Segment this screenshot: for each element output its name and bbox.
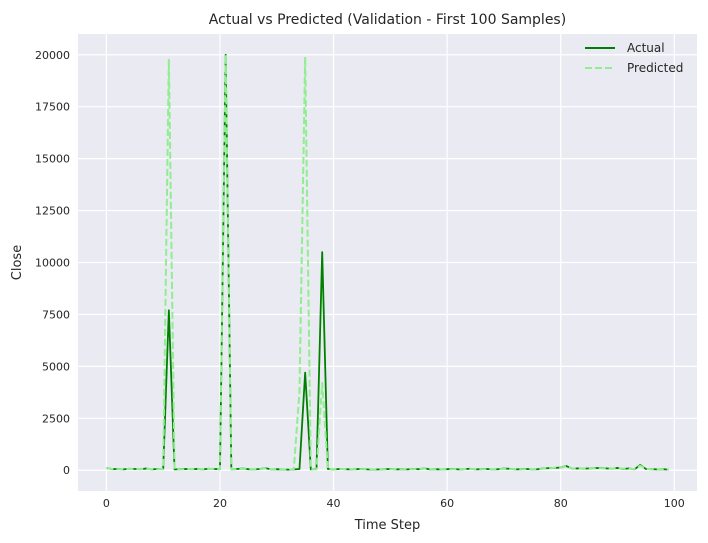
y-axis-label: Close	[10, 245, 25, 280]
y-tick-label: 0	[63, 464, 70, 477]
y-tick-label: 10000	[35, 257, 70, 270]
y-tick-label: 17500	[35, 101, 70, 114]
x-tick-label: 60	[440, 497, 454, 510]
y-tick-label: 7500	[42, 308, 70, 321]
y-tick-label: 20000	[35, 49, 70, 62]
y-tick-label: 12500	[35, 205, 70, 218]
grid-lines	[78, 34, 697, 491]
chart-title: Actual vs Predicted (Validation - First …	[209, 12, 566, 28]
y-tick-label: 15000	[35, 153, 70, 166]
series-layer	[106, 53, 669, 471]
legend-label-actual: Actual	[627, 41, 665, 55]
series-line-predicted	[106, 53, 669, 471]
y-tick-label: 5000	[42, 360, 70, 373]
y-axis-ticks: 0 2500 5000 7500 10000 12500 15000 17500 20000	[35, 49, 70, 477]
x-tick-label: 20	[213, 497, 227, 510]
x-tick-label: 40	[327, 497, 341, 510]
x-axis-label: Time Step	[354, 518, 421, 533]
x-tick-label: 0	[103, 497, 110, 510]
x-axis-ticks: 0 20 40 60 80 100	[103, 497, 685, 510]
x-tick-label: 100	[664, 497, 685, 510]
legend-label-predicted: Predicted	[627, 61, 683, 75]
x-tick-label: 80	[554, 497, 568, 510]
y-tick-label: 2500	[42, 412, 70, 425]
legend: Actual Predicted	[585, 41, 683, 75]
